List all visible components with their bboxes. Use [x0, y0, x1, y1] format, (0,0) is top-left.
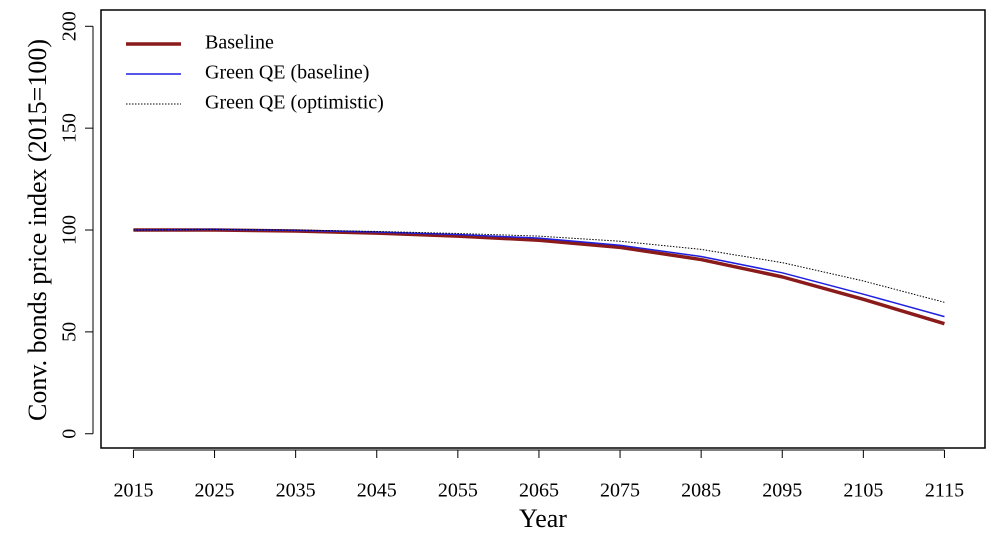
legend-label: Baseline	[205, 32, 274, 54]
y-tick-label: 200	[59, 11, 81, 41]
y-tick-label: 50	[59, 322, 81, 342]
plot-frame	[100, 9, 986, 449]
x-axis-title: Year	[519, 504, 567, 533]
x-tick-label: 2105	[843, 480, 883, 502]
series-line	[133, 228, 945, 318]
x-tick-label: 2095	[762, 480, 802, 502]
y-tick-label: 100	[59, 215, 81, 245]
legend-label: Green QE (baseline)	[205, 62, 369, 84]
x-tick-label: 2015	[113, 480, 153, 502]
series-line	[133, 228, 945, 326]
x-tick-label: 2055	[438, 480, 478, 502]
y-tick-label: 150	[59, 113, 81, 143]
y-tick-label: 0	[59, 429, 81, 439]
legend-label: Green QE (optimistic)	[205, 92, 384, 114]
series-line	[133, 228, 945, 303]
x-tick-label: 2065	[519, 480, 559, 502]
x-tick-label: 2085	[681, 480, 721, 502]
x-tick-label: 2045	[357, 480, 397, 502]
x-tick-label: 2075	[600, 480, 640, 502]
y-axis-title: Conv. bonds price index (2015=100)	[23, 39, 52, 421]
x-tick-label: 2035	[276, 480, 316, 502]
x-tick-label: 2025	[195, 480, 235, 502]
x-tick-label: 2115	[925, 480, 964, 502]
